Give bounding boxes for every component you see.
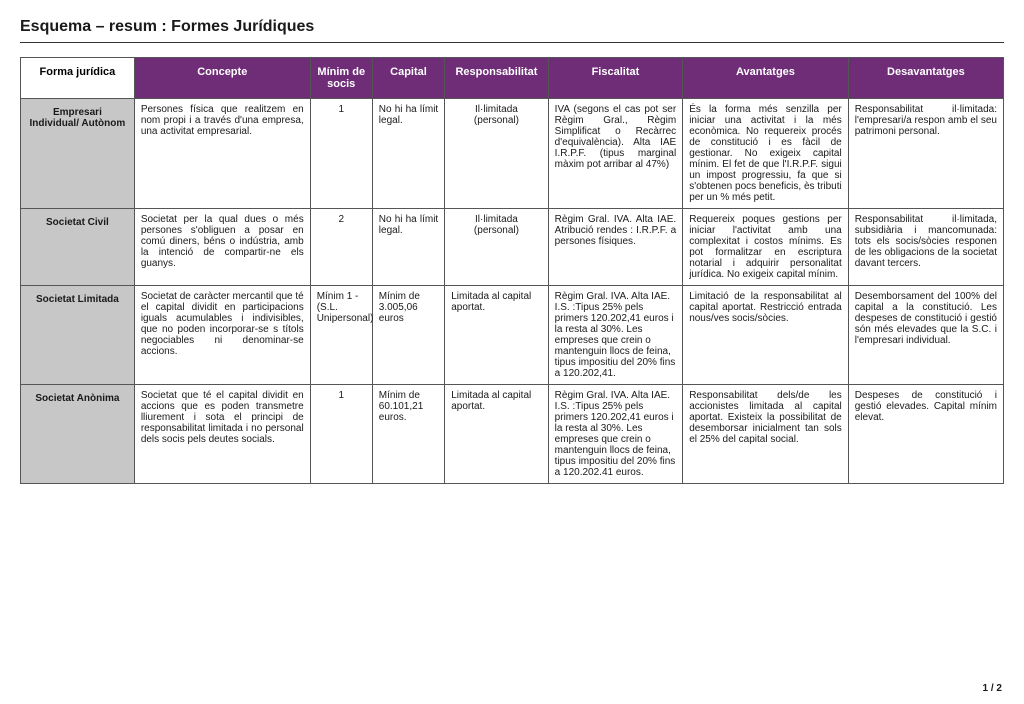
- col-concepte: Concepte: [134, 58, 310, 99]
- cell-respons: Il·limitada (personal): [445, 99, 548, 209]
- cell-fiscal: Règim Gral. IVA. Alta IAE. Atribució ren…: [548, 209, 683, 286]
- cell-forma: Societat Civil: [21, 209, 135, 286]
- cell-fiscal: IVA (segons el cas pot ser Règim Gral., …: [548, 99, 683, 209]
- table-row: Societat Limitada Societat de caràcter m…: [21, 286, 1004, 385]
- cell-desav: Despeses de constitució i gestió elevade…: [848, 385, 1003, 484]
- table-row: Societat Civil Societat per la qual dues…: [21, 209, 1004, 286]
- cell-forma: Societat Limitada: [21, 286, 135, 385]
- cell-respons: Limitada al capital aportat.: [445, 286, 548, 385]
- cell-avant: És la forma més senzilla per iniciar una…: [683, 99, 849, 209]
- cell-forma: Empresari Individual/ Autònom: [21, 99, 135, 209]
- cell-respons: Il·limitada (personal): [445, 209, 548, 286]
- table-row: Empresari Individual/ Autònom Persones f…: [21, 99, 1004, 209]
- cell-forma: Societat Anònima: [21, 385, 135, 484]
- cell-fiscal: Règim Gral. IVA. Alta IAE. I.S. :Tipus 2…: [548, 286, 683, 385]
- cell-capital: No hi ha límit legal.: [372, 209, 444, 286]
- cell-minim: 1: [310, 99, 372, 209]
- cell-capital: Mínim de 3.005,06 euros: [372, 286, 444, 385]
- cell-minim: 2: [310, 209, 372, 286]
- cell-concepte: Societat que té el capital dividit en ac…: [134, 385, 310, 484]
- cell-minim: Mínim 1 - (S.L. Unipersonal): [310, 286, 372, 385]
- cell-concepte: Societat de caràcter mercantil que té el…: [134, 286, 310, 385]
- cell-avant: Limitació de la responsabilitat al capit…: [683, 286, 849, 385]
- page-title: Esquema – resum : Formes Jurídiques: [20, 18, 1004, 43]
- cell-concepte: Persones física que realitzem en nom pro…: [134, 99, 310, 209]
- cell-capital: No hi ha límit legal.: [372, 99, 444, 209]
- page-number: 1 / 2: [983, 683, 1002, 694]
- col-minim: Mínim de socis: [310, 58, 372, 99]
- cell-desav: Responsabilitat il·limitada: l'empresari…: [848, 99, 1003, 209]
- table-header-row: Forma jurídica Concepte Mínim de socis C…: [21, 58, 1004, 99]
- cell-respons: Limitada al capital aportat.: [445, 385, 548, 484]
- cell-concepte: Societat per la qual dues o més persones…: [134, 209, 310, 286]
- cell-desav: Desemborsament del 100% del capital a la…: [848, 286, 1003, 385]
- col-respons: Responsabilitat: [445, 58, 548, 99]
- col-desav: Desavantatges: [848, 58, 1003, 99]
- col-capital: Capital: [372, 58, 444, 99]
- cell-fiscal: Règim Gral. IVA. Alta IAE. I.S. :Tipus 2…: [548, 385, 683, 484]
- cell-avant: Requereix poques gestions per iniciar l'…: [683, 209, 849, 286]
- cell-desav: Responsabilitat il·limitada, subsidiària…: [848, 209, 1003, 286]
- cell-avant: Responsabilitat dels/de les accionistes …: [683, 385, 849, 484]
- table-row: Societat Anònima Societat que té el capi…: [21, 385, 1004, 484]
- col-avant: Avantatges: [683, 58, 849, 99]
- legal-forms-table: Forma jurídica Concepte Mínim de socis C…: [20, 57, 1004, 484]
- col-forma: Forma jurídica: [21, 58, 135, 99]
- cell-minim: 1: [310, 385, 372, 484]
- cell-capital: Mínim de 60.101,21 euros.: [372, 385, 444, 484]
- col-fiscal: Fiscalitat: [548, 58, 683, 99]
